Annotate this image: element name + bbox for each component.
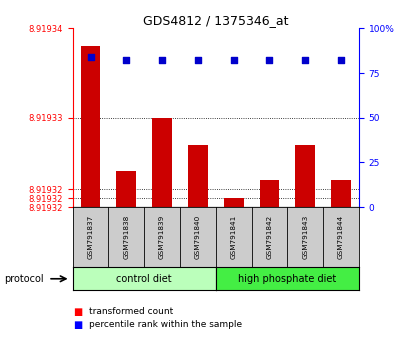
Bar — [295, 144, 315, 207]
Point — [302, 58, 309, 63]
Text: percentile rank within the sample: percentile rank within the sample — [89, 320, 242, 329]
Point — [195, 58, 201, 63]
Title: GDS4812 / 1375346_at: GDS4812 / 1375346_at — [143, 14, 288, 27]
Text: GSM791840: GSM791840 — [195, 215, 201, 259]
Text: GSM791839: GSM791839 — [159, 215, 165, 259]
Text: GSM791841: GSM791841 — [231, 215, 237, 259]
Text: control diet: control diet — [116, 274, 172, 284]
Text: GSM791844: GSM791844 — [338, 215, 344, 259]
Point — [266, 58, 273, 63]
Point — [123, 58, 129, 63]
Point — [338, 58, 344, 63]
Point — [230, 58, 237, 63]
Bar — [81, 46, 100, 207]
Bar — [224, 198, 244, 207]
Text: GSM791843: GSM791843 — [302, 215, 308, 259]
Bar — [260, 180, 279, 207]
Text: GSM791842: GSM791842 — [266, 215, 273, 259]
Text: GSM791837: GSM791837 — [88, 215, 93, 259]
Text: protocol: protocol — [4, 274, 44, 284]
Bar — [331, 180, 351, 207]
Text: ■: ■ — [73, 320, 82, 330]
Text: transformed count: transformed count — [89, 307, 173, 316]
Bar — [188, 144, 208, 207]
Text: GSM791838: GSM791838 — [123, 215, 129, 259]
Text: high phosphate diet: high phosphate diet — [238, 274, 337, 284]
Point — [159, 58, 166, 63]
Point — [87, 54, 94, 60]
Text: ■: ■ — [73, 307, 82, 316]
Bar — [117, 171, 136, 207]
Bar — [152, 118, 172, 207]
